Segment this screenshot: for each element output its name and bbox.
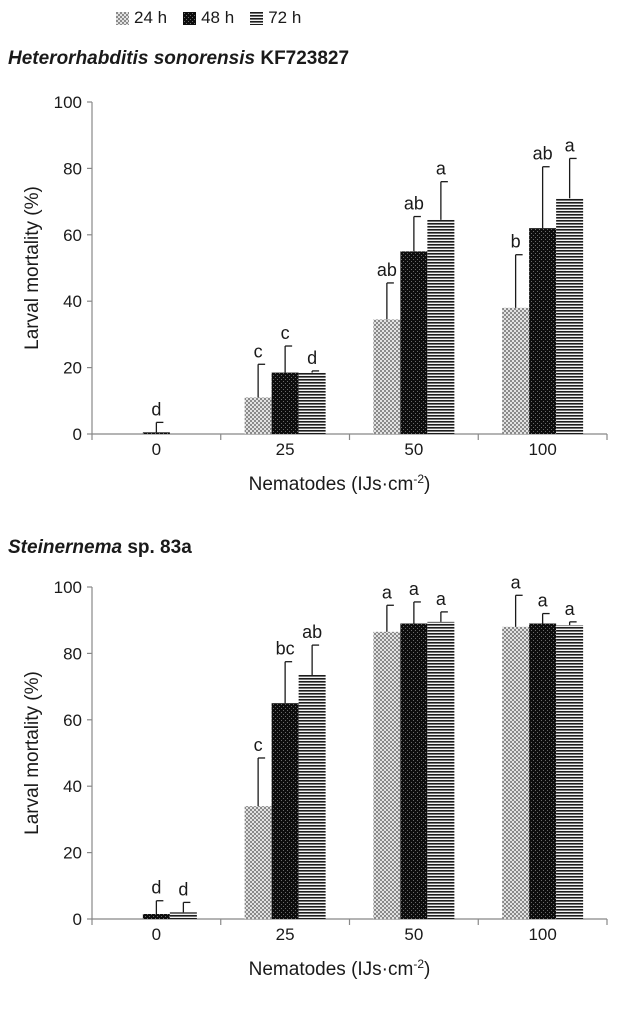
y-tick-label: 0 — [73, 425, 82, 444]
bar-72h-100 — [556, 198, 584, 434]
bar-48h-100 — [529, 623, 557, 919]
bar-72h-100 — [556, 625, 584, 919]
significance-letter: b — [511, 232, 521, 252]
x-axis-label: Nematodes (IJs·cm-2) — [249, 957, 431, 980]
bar-48h-25 — [271, 703, 299, 919]
y-tick-label: 80 — [63, 644, 82, 663]
y-tick-label: 40 — [63, 292, 82, 311]
bar-24h-50 — [373, 631, 401, 919]
significance-letter: a — [565, 599, 576, 619]
x-tick-label: 50 — [404, 925, 423, 944]
legend-item-48h: 48 h — [183, 8, 234, 28]
significance-letter: a — [382, 582, 393, 602]
bar-48h-100 — [529, 228, 557, 434]
bar-48h-0 — [142, 914, 170, 919]
legend-swatch-dark — [183, 11, 197, 25]
y-axis-label: Larval mortality (%) — [22, 186, 43, 350]
legend-item-24h: 24 h — [116, 8, 167, 28]
legend-label: 72 h — [268, 8, 302, 27]
legend-label: 24 h — [134, 8, 168, 27]
significance-letter: ab — [404, 194, 424, 214]
chart-title-strain: KF723827 — [255, 48, 350, 69]
significance-letter: d — [151, 878, 161, 898]
significance-letter: c — [254, 735, 263, 755]
significance-letter: a — [511, 572, 522, 592]
legend-swatch-lines — [250, 11, 264, 25]
y-tick-label: 0 — [73, 910, 82, 929]
chart-title-strain: sp. 83a — [122, 537, 192, 558]
y-tick-label: 20 — [63, 359, 82, 378]
bar-48h-0 — [142, 432, 170, 434]
y-tick-label: 20 — [63, 844, 82, 863]
bar-24h-25 — [244, 397, 272, 434]
significance-letter: c — [281, 323, 290, 343]
significance-letter: a — [409, 579, 420, 599]
bar-72h-25 — [298, 372, 326, 434]
y-tick-label: 80 — [63, 159, 82, 178]
x-tick-label: 50 — [404, 440, 423, 459]
legend-swatch-dots — [116, 11, 129, 25]
x-tick-label: 100 — [528, 440, 556, 459]
significance-letter: a — [565, 135, 576, 155]
significance-letter: bc — [276, 639, 295, 659]
significance-letter: ab — [302, 622, 322, 642]
y-tick-label: 40 — [63, 777, 82, 796]
significance-letter: a — [538, 591, 549, 611]
significance-letter: ab — [377, 260, 397, 280]
chart-title-species: Steinernema — [8, 537, 123, 558]
bar-24h-25 — [244, 806, 272, 919]
bar-72h-0 — [169, 912, 197, 919]
bar-24h-100 — [502, 626, 530, 919]
significance-letter: c — [254, 341, 263, 361]
legend-label: 48 h — [201, 8, 235, 27]
x-tick-label: 0 — [152, 925, 161, 944]
bar-48h-25 — [271, 372, 299, 434]
chart-title-heterorhabditis: Heterorhabditis sonorensis KF723827 — [8, 48, 349, 70]
significance-letter: d — [151, 399, 161, 419]
bar-48h-50 — [400, 623, 428, 919]
significance-letter: a — [436, 589, 447, 609]
x-axis-label: Nematodes (IJs·cm-2) — [249, 472, 431, 495]
bar-72h-50 — [427, 621, 455, 919]
chart-title-species: Heterorhabditis sonorensis — [8, 48, 256, 69]
x-tick-label: 100 — [528, 925, 556, 944]
y-tick-label: 60 — [63, 226, 82, 245]
bar-48h-50 — [400, 251, 428, 434]
legend: 24 h 48 h 72 h — [116, 6, 301, 30]
significance-letter: d — [178, 879, 188, 899]
bar-72h-25 — [298, 674, 326, 919]
x-tick-label: 25 — [276, 925, 295, 944]
y-tick-label: 60 — [63, 711, 82, 730]
legend-item-72h: 72 h — [250, 8, 301, 28]
x-tick-label: 25 — [276, 440, 295, 459]
y-tick-label: 100 — [54, 578, 82, 597]
bar-24h-100 — [502, 307, 530, 434]
significance-letter: ab — [533, 144, 553, 164]
y-tick-label: 100 — [54, 93, 82, 112]
significance-letter: a — [436, 159, 447, 179]
bar-24h-50 — [373, 319, 401, 434]
bar-72h-50 — [427, 219, 455, 434]
significance-letter: d — [307, 348, 317, 368]
x-tick-label: 0 — [152, 440, 161, 459]
chart-title-steinernema: Steinernema sp. 83a — [8, 537, 192, 559]
y-axis-label: Larval mortality (%) — [22, 671, 43, 835]
